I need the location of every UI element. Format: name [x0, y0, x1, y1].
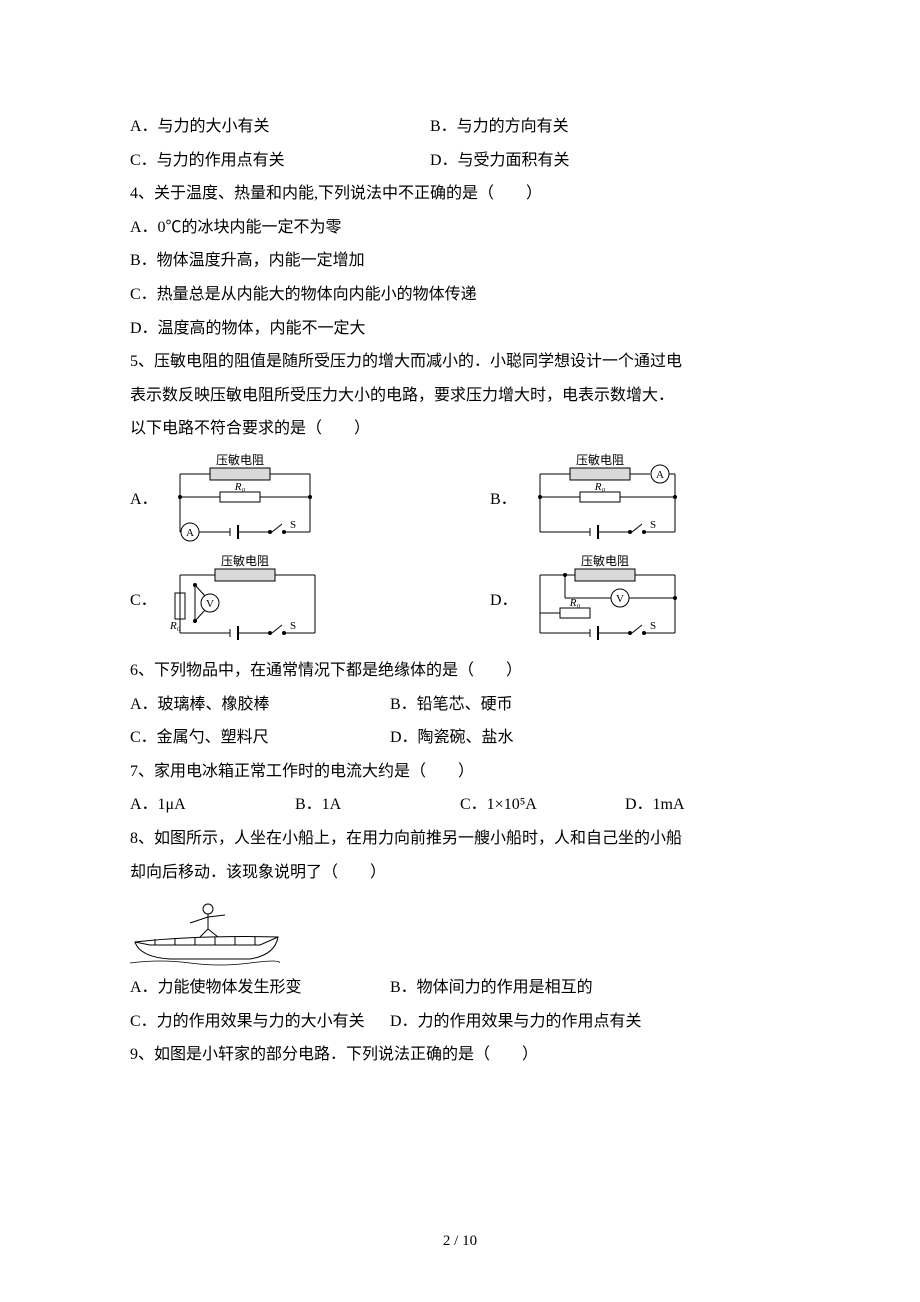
svg-text:压敏电阻: 压敏电阻 — [576, 452, 624, 467]
page-footer: 2 / 10 — [0, 1226, 920, 1258]
q-prev-row1: A．与力的大小有关 B．与力的方向有关 — [130, 110, 790, 144]
q4-C: C．热量总是从内能大的物体向内能小的物体传递 — [130, 278, 790, 312]
q8-stem2: 却向后移动．该现象说明了（ ） — [130, 856, 790, 890]
q7-stem: 7、家用电冰箱正常工作时的电流大约是（ ） — [130, 755, 790, 789]
q4-stem: 4、关于温度、热量和内能,下列说法中不正确的是（ ） — [130, 177, 790, 211]
page: A．与力的大小有关 B．与力的方向有关 C．与力的作用点有关 D．与受力面积有关… — [0, 0, 920, 1302]
q5-D-label: D． — [490, 584, 520, 618]
q8-row1: A．力能使物体发生形变 B．物体间力的作用是相互的 — [130, 971, 790, 1005]
q7-opts: A．1μA B．1A C．1×10⁵A D．1mA — [130, 788, 790, 822]
q4-A: A．0℃的冰块内能一定不为零 — [130, 211, 790, 245]
boat-figure — [130, 897, 790, 967]
q5-C-label: C． — [130, 584, 160, 618]
q9-stem: 9、如图是小轩家的部分电路．下列说法正确的是（ ） — [130, 1038, 790, 1072]
opt-B: B．与力的方向有关 — [430, 110, 790, 144]
svg-text:A: A — [656, 469, 664, 481]
q7-A: A．1μA — [130, 788, 295, 822]
circuit-C: 压敏电阻 R₀ V — [160, 553, 430, 648]
q7-B: B．1A — [295, 788, 460, 822]
q7-D: D．1mA — [625, 788, 790, 822]
q8-row2: C．力的作用效果与力的大小有关 D．力的作用效果与力的作用点有关 — [130, 1005, 790, 1039]
q6-row1: A．玻璃棒、橡胶棒 B．铅笔芯、硬币 — [130, 688, 790, 722]
svg-text:S: S — [290, 519, 296, 531]
q5-A-label: A． — [130, 483, 160, 517]
svg-text:R₀: R₀ — [594, 481, 606, 493]
circuit-row-1: A． 压敏电阻 R₀ A — [130, 452, 790, 547]
svg-text:R₀: R₀ — [169, 620, 181, 632]
svg-text:A: A — [186, 527, 194, 539]
q6-B: B．铅笔芯、硬币 — [390, 688, 790, 722]
svg-text:压敏电阻: 压敏电阻 — [221, 553, 269, 568]
q6-C: C．金属勺、塑料尺 — [130, 721, 390, 755]
circuit-row-2: C． 压敏电阻 R₀ V — [130, 553, 790, 648]
svg-text:R₀: R₀ — [569, 597, 581, 609]
circuit-A: 压敏电阻 R₀ A S — [160, 452, 430, 547]
q8-D: D．力的作用效果与力的作用点有关 — [390, 1005, 790, 1039]
circuit-D: 压敏电阻 V R₀ — [520, 553, 790, 648]
svg-text:S: S — [290, 620, 296, 632]
q6-stem: 6、下列物品中，在通常情况下都是绝缘体的是（ ） — [130, 654, 790, 688]
svg-text:V: V — [616, 593, 624, 605]
svg-text:S: S — [650, 519, 656, 531]
q5-stem3: 以下电路不符合要求的是（ ） — [130, 412, 790, 446]
opt-A: A．与力的大小有关 — [130, 110, 430, 144]
circuit-A-label: 压敏电阻 — [216, 452, 264, 467]
q6-A: A．玻璃棒、橡胶棒 — [130, 688, 390, 722]
q6-D: D．陶瓷碗、盐水 — [390, 721, 790, 755]
q5-stem1: 5、压敏电阻的阻值是随所受压力的增大而减小的．小聪同学想设计一个通过电 — [130, 345, 790, 379]
svg-text:S: S — [650, 620, 656, 632]
q8-B: B．物体间力的作用是相互的 — [390, 971, 790, 1005]
circuit-B: 压敏电阻 A R₀ S — [520, 452, 790, 547]
opt-D: D．与受力面积有关 — [430, 144, 790, 178]
q7-C: C．1×10⁵A — [460, 788, 625, 822]
q6-row2: C．金属勺、塑料尺 D．陶瓷碗、盐水 — [130, 721, 790, 755]
svg-text:V: V — [206, 598, 214, 610]
svg-text:R₀: R₀ — [234, 481, 246, 493]
opt-C: C．与力的作用点有关 — [130, 144, 430, 178]
q8-stem1: 8、如图所示，人坐在小船上，在用力向前推另一艘小船时，人和自己坐的小船 — [130, 822, 790, 856]
q-prev-row2: C．与力的作用点有关 D．与受力面积有关 — [130, 144, 790, 178]
q8-C: C．力的作用效果与力的大小有关 — [130, 1005, 390, 1039]
q8-A: A．力能使物体发生形变 — [130, 971, 390, 1005]
q4-D: D．温度高的物体，内能不一定大 — [130, 312, 790, 346]
q4-B: B．物体温度升高，内能一定增加 — [130, 244, 790, 278]
svg-text:压敏电阻: 压敏电阻 — [581, 553, 629, 568]
q5-B-label: B． — [490, 483, 520, 517]
q5-stem2: 表示数反映压敏电阻所受压力大小的电路，要求压力增大时，电表示数增大． — [130, 379, 790, 413]
